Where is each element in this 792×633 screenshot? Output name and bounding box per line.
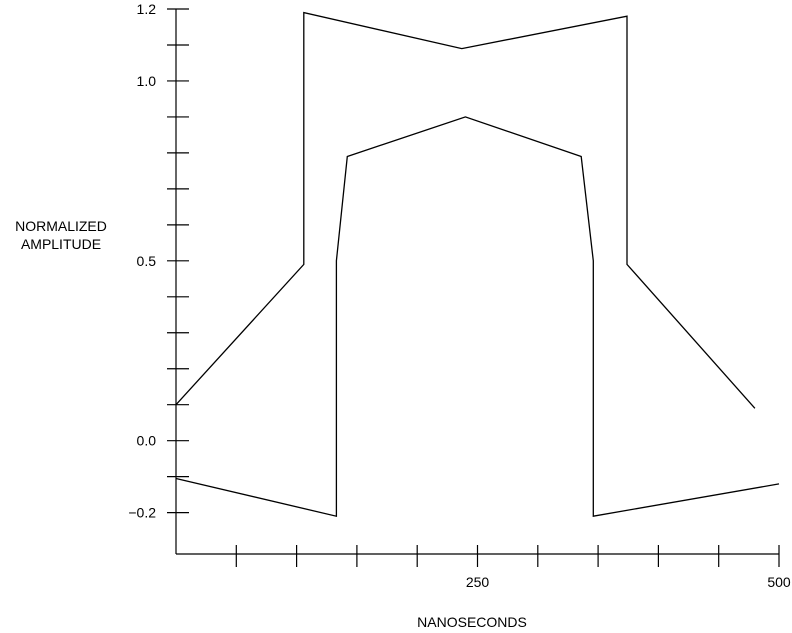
y-tick-label: 0.5 [137,253,157,269]
series-line-1 [175,11,756,409]
series-layer [175,11,780,518]
y-axis-label-line-2: AMPLITUDE [21,236,101,252]
series-line-2 [175,116,780,518]
x-axis-label: NANOSECONDS [417,614,527,630]
x-tick-label: 250 [466,574,490,590]
y-tick-label: 1.0 [137,73,157,89]
y-ticks: 1.2 1.0 0.5 0.0 −0.2 [128,1,189,521]
chart-axes [175,9,779,555]
y-tick-label: 0.0 [137,433,157,449]
y-tick-label: 1.2 [137,1,157,17]
x-ticks: 250 500 [235,545,791,590]
y-axis-label-line-1: NORMALIZED [15,218,107,234]
y-tick-label: −0.2 [128,505,156,521]
x-tick-label: 500 [767,574,791,590]
